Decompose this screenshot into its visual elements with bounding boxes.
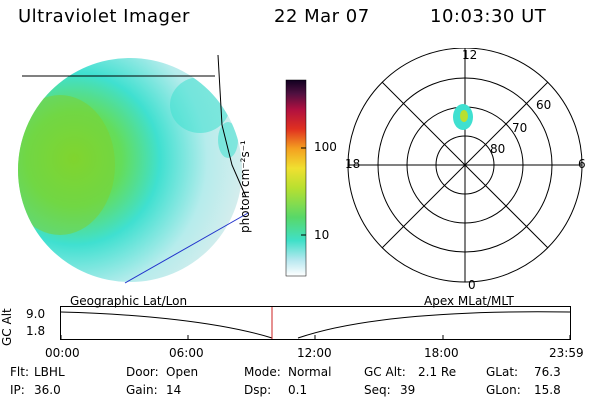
timeline-y-tick-low: 1.8 — [26, 324, 46, 338]
timeline-x-tick-4: 23:59 — [549, 346, 584, 360]
info-ip-value: 36.0 — [34, 383, 61, 397]
timeline-right-label: Apex MLat/MLT — [424, 294, 514, 308]
timeline-y-tick-high: 9.0 — [26, 307, 46, 321]
polar-label-0: 0 — [468, 278, 476, 292]
earth-uv-image — [18, 54, 249, 284]
polar-label-6: 6 — [578, 157, 586, 171]
info-gcalt-label: GC Alt: — [364, 365, 406, 379]
polar-lat-label-60: 60 — [536, 98, 552, 112]
info-dsp-value: 0.1 — [288, 383, 308, 397]
timeline-x-tick-3: 18:00 — [424, 346, 459, 360]
polar-plot — [347, 48, 583, 283]
polar-diagonal-2 — [381, 81, 549, 249]
timeline-x-tick-0: 00:00 — [45, 346, 80, 360]
timeline-left-label: Geographic Lat/Lon — [70, 294, 188, 308]
info-gcalt-value: 2.1 Re — [418, 365, 457, 379]
info-ip-label: IP: — [10, 383, 25, 397]
colorbar-unit-label: photon cm⁻²s⁻¹ — [238, 140, 252, 233]
observation-date: 22 Mar 07 — [274, 6, 370, 27]
info-gain-value: 14 — [166, 383, 182, 397]
polar-lat-label-70: 70 — [512, 121, 528, 135]
altitude-timeline — [60, 306, 571, 340]
info-mode-value: Normal — [288, 365, 332, 379]
info-gain-label: Gain: — [126, 383, 158, 397]
info-glon-value: 15.8 — [534, 383, 561, 397]
timeline-x-tick-2: 12:00 — [297, 346, 332, 360]
info-mode-label: Mode: — [244, 365, 281, 379]
timeline-axis-label: GC Alt — [0, 308, 14, 346]
info-glat-value: 76.3 — [534, 365, 561, 379]
altitude-curve — [60, 311, 571, 339]
earth-disk — [18, 58, 242, 282]
info-door-value: Open — [166, 365, 199, 379]
info-dsp-label: Dsp: — [244, 383, 272, 397]
info-door-label: Door: — [126, 365, 159, 379]
polar-label-12: 12 — [462, 48, 478, 62]
info-seq-value: 39 — [400, 383, 416, 397]
timeline-x-tick-1: 06:00 — [169, 346, 204, 360]
info-flt-label: Flt: — [10, 365, 29, 379]
observation-time: 10:03:30 UT — [430, 6, 547, 27]
colorbar-tick-100: 100 — [314, 140, 337, 154]
dayside-boundary-line — [217, 54, 247, 198]
page-title: Ultraviolet Imager — [18, 6, 190, 27]
info-glon-label: GLon: — [486, 383, 521, 397]
colorbar-tick-10: 10 — [314, 228, 330, 242]
limb-line — [124, 212, 249, 284]
info-glat-label: GLat: — [486, 365, 519, 379]
info-flt-value: LBHL — [34, 365, 65, 379]
polar-label-18: 18 — [345, 157, 361, 171]
colorbar-gradient — [285, 79, 307, 277]
polar-aurora-patch — [453, 104, 473, 130]
info-seq-label: Seq: — [364, 383, 391, 397]
polar-lat-label-80: 80 — [490, 142, 506, 156]
colorbar — [285, 79, 307, 277]
